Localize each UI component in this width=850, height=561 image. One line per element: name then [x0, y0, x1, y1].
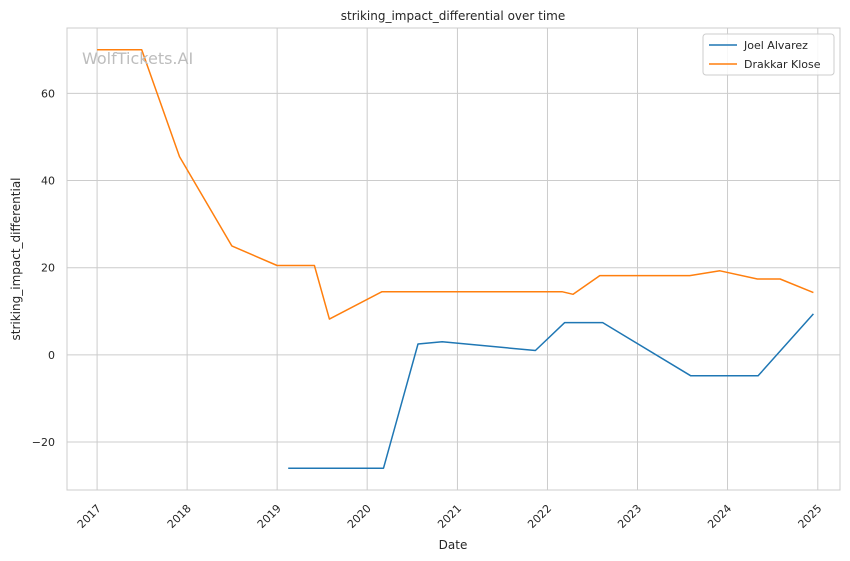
grid	[67, 28, 840, 490]
x-tick-label: 2019	[255, 502, 284, 531]
series-lines	[97, 49, 814, 469]
x-tick-label: 2025	[796, 502, 825, 531]
x-tick-label: 2020	[345, 502, 374, 531]
legend: Joel Alvarez Drakkar Klose	[702, 33, 835, 76]
x-tick-label: 2017	[75, 502, 104, 531]
series-line-drakkar-klose	[97, 49, 814, 320]
x-axis-title: Date	[439, 538, 468, 552]
y-tick-label: −20	[32, 436, 55, 449]
watermark: WolfTickets.AI	[82, 49, 193, 68]
y-tick-label: 0	[48, 349, 55, 362]
x-tick-label: 2022	[525, 502, 554, 531]
x-tick-label: 2018	[165, 502, 194, 531]
y-tick-label: 40	[41, 175, 55, 188]
plot-area	[66, 27, 841, 491]
y-tick-label: 60	[41, 87, 55, 100]
x-tick-label: 2024	[705, 502, 734, 531]
series-line-joel-alvarez	[288, 313, 814, 469]
chart-title: striking_impact_differential over time	[341, 9, 566, 23]
y-axis-title: striking_impact_differential	[9, 177, 23, 340]
x-tick-label: 2023	[615, 502, 644, 531]
y-tick-label: 20	[41, 262, 55, 275]
legend-label-drakkar-klose: Drakkar Klose	[744, 58, 821, 71]
x-tick-label: 2021	[435, 502, 464, 531]
legend-label-joel-alvarez: Joel Alvarez	[743, 39, 808, 52]
